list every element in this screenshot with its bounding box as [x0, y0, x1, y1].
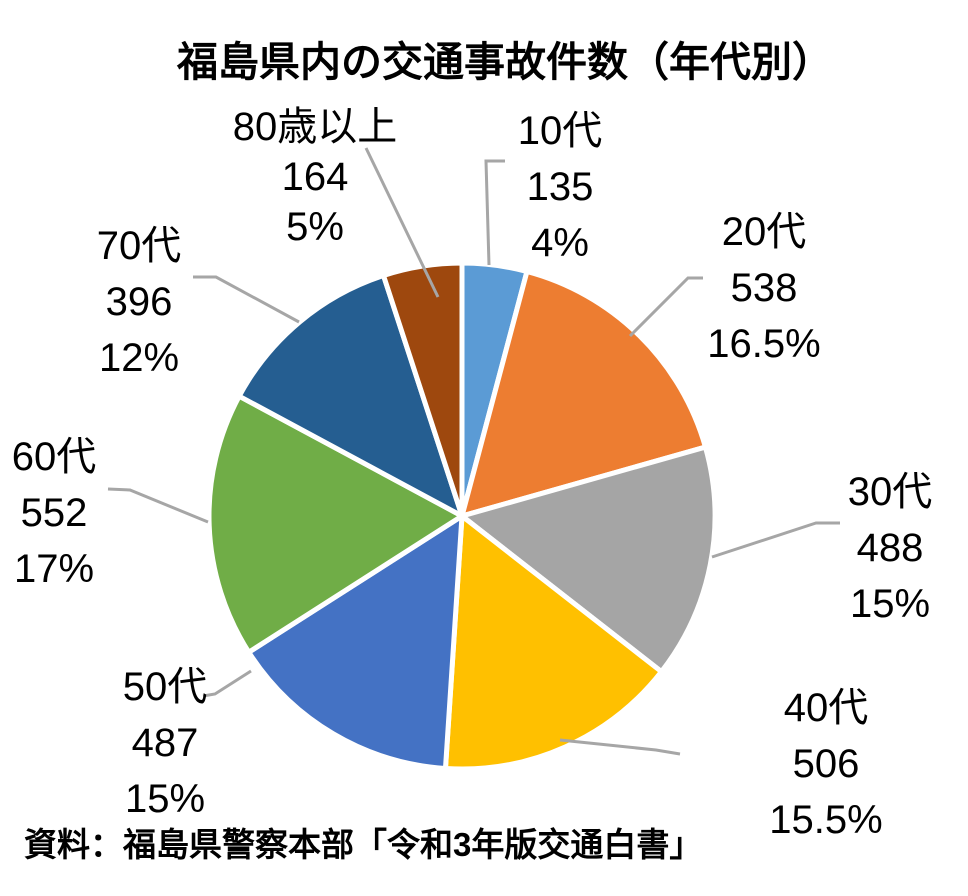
slice-label-percent: 15% — [124, 777, 206, 821]
source-note: 資料：福島県警察本部「令和3年版交通白書」 — [24, 826, 703, 863]
pie-slice-1 — [458, 268, 709, 520]
slice-label-category: 70代 — [96, 224, 182, 268]
slice-label-percent: 16.5% — [707, 322, 821, 366]
slice-label-value: 552 — [20, 491, 88, 535]
slice-label-50s: 50代 487 15% — [123, 659, 208, 827]
pie-slice-4 — [245, 511, 465, 772]
slice-label-percent: 15% — [849, 582, 931, 626]
slice-label-category: 10代 — [517, 109, 603, 153]
slice-label-percent: 5% — [286, 205, 344, 249]
slice-label-value: 506 — [792, 742, 860, 786]
slice-label-value: 538 — [730, 266, 798, 310]
slice-label-percent: 12% — [98, 336, 180, 380]
slice-label-category: 40代 — [783, 686, 869, 730]
slice-label-category: 20代 — [721, 210, 807, 254]
slice-label-category: 80歳以上 — [232, 105, 398, 149]
slice-label-percent: 4% — [531, 221, 589, 265]
slice-label-60s: 60代 552 17% — [12, 429, 97, 597]
pie-slice-3 — [442, 511, 665, 772]
slice-label-category: 50代 — [122, 665, 208, 709]
slice-label-40s: 40代 506 15.5% — [769, 680, 882, 848]
slice-label-20s: 20代 538 16.5% — [707, 204, 820, 372]
slice-label-category: 30代 — [847, 470, 933, 514]
slice-label-10s: 10代 135 4% — [518, 103, 603, 271]
slice-label-80s-plus: 80歳以上 164 5% — [233, 102, 398, 252]
chart-title: 福島県内の交通事故件数（年代別） — [177, 39, 833, 85]
leader-line-0 — [484, 159, 505, 266]
slice-label-value: 396 — [105, 280, 173, 324]
slice-label-category: 60代 — [11, 435, 97, 479]
slice-label-value: 135 — [526, 165, 594, 209]
slice-label-70s: 70代 396 12% — [97, 218, 182, 386]
slice-label-30s: 30代 488 15% — [848, 464, 933, 632]
leader-line-3 — [559, 738, 681, 756]
slice-label-percent: 15.5% — [769, 798, 883, 842]
pie-slice-5 — [206, 392, 467, 656]
slice-label-value: 488 — [856, 526, 924, 570]
leader-line-6 — [193, 275, 300, 324]
leader-line-7 — [364, 147, 440, 298]
slice-label-value: 164 — [281, 155, 349, 199]
pie-slice-6 — [235, 272, 467, 522]
slice-label-percent: 17% — [13, 547, 95, 591]
slice-label-value: 487 — [131, 721, 199, 765]
leader-line-4 — [202, 669, 252, 698]
leader-line-2 — [711, 521, 840, 559]
leader-line-5 — [107, 487, 209, 524]
leader-line-1 — [628, 276, 703, 338]
pie-slice-2 — [456, 443, 718, 676]
